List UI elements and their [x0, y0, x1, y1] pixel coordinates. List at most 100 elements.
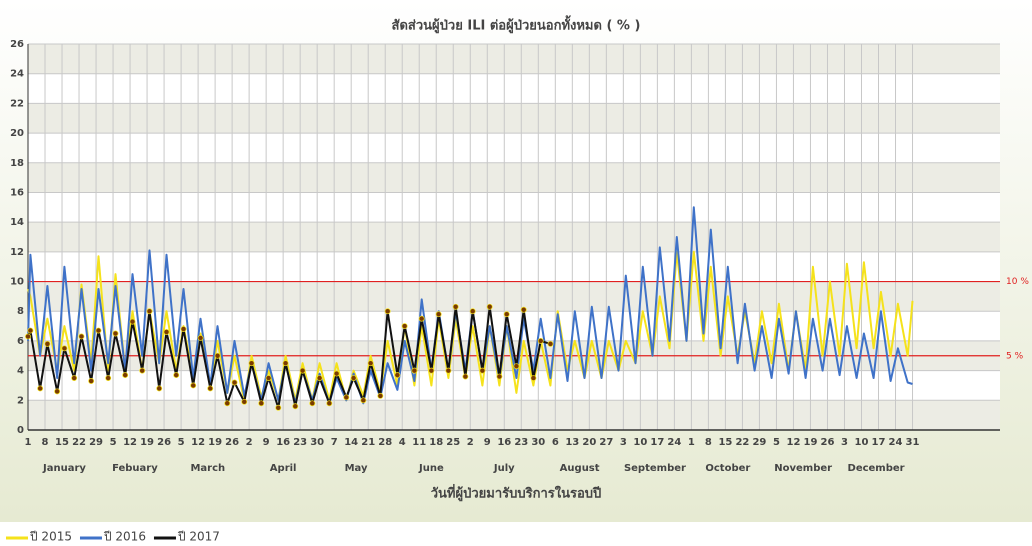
data-marker	[452, 303, 459, 310]
data-marker	[435, 311, 442, 318]
x-tick-label: 3	[620, 437, 627, 448]
x-tick-label: 21	[361, 437, 375, 448]
data-marker	[95, 327, 102, 334]
x-tick-label: 2	[246, 437, 253, 448]
x-tick-label: 23	[514, 437, 528, 448]
data-marker	[469, 308, 476, 315]
x-tick-label: 11	[412, 437, 426, 448]
x-tick-label: 27	[599, 437, 613, 448]
y-tick-label: 0	[17, 425, 24, 436]
x-tick-label: 5	[110, 437, 117, 448]
x-tick-label: 19	[803, 437, 817, 448]
data-marker	[418, 315, 425, 322]
x-tick-label: 5	[178, 437, 185, 448]
data-marker	[122, 372, 129, 379]
data-marker	[343, 394, 350, 401]
x-tick-label: 8	[705, 437, 712, 448]
month-label: March	[190, 463, 225, 474]
data-marker	[513, 363, 520, 370]
data-marker	[163, 329, 170, 335]
data-marker	[503, 311, 510, 318]
data-marker	[54, 388, 61, 395]
data-marker	[258, 400, 265, 407]
x-axis-label: วันที่ผู้ป่วยมารับบริการในรอบปี	[431, 484, 602, 502]
x-tick-label: 30	[531, 437, 545, 448]
x-tick-label: 16	[276, 437, 290, 448]
x-tick-label: 16	[497, 437, 511, 448]
month-label: April	[270, 463, 297, 474]
x-tick-label: 3	[841, 437, 848, 448]
x-tick-label: 9	[263, 437, 270, 448]
month-label: December	[848, 463, 905, 474]
plot-band	[28, 162, 1000, 193]
month-label: August	[560, 463, 600, 474]
data-marker	[275, 404, 282, 411]
x-tick-label: 22	[735, 437, 749, 448]
x-tick-label: 23	[293, 437, 307, 448]
threshold-label: 10 %	[1006, 277, 1029, 287]
chart-title: สัดส่วนผู้ป่วย ILI ต่อผู้ป่วยนอกทั้งหมด …	[392, 15, 641, 34]
y-tick-label: 16	[10, 187, 24, 198]
data-marker	[384, 308, 391, 315]
plot-band	[28, 103, 1000, 134]
data-marker	[156, 385, 163, 392]
data-marker	[105, 375, 112, 381]
data-marker	[248, 360, 255, 367]
x-tick-label: 19	[140, 437, 154, 448]
data-marker	[411, 367, 418, 374]
data-marker	[428, 367, 435, 374]
data-marker	[316, 375, 323, 381]
x-tick-label: 15	[718, 437, 732, 448]
x-tick-label: 24	[889, 437, 903, 448]
x-tick-label: 28	[378, 437, 392, 448]
month-label: June	[418, 463, 444, 474]
x-tick-label: 10	[633, 437, 647, 448]
legend-label: ปี 2016	[103, 530, 146, 544]
data-marker	[207, 385, 214, 392]
data-marker	[394, 372, 401, 379]
data-marker	[333, 370, 340, 377]
data-marker	[88, 378, 95, 384]
x-tick-label: 12	[786, 437, 800, 448]
month-label: July	[493, 463, 515, 474]
data-marker	[71, 375, 78, 381]
data-marker	[520, 306, 527, 313]
x-tick-label: 22	[72, 437, 86, 448]
x-tick-label: 24	[667, 437, 681, 448]
data-marker	[445, 367, 452, 374]
data-marker	[241, 398, 248, 405]
data-marker	[25, 333, 31, 340]
x-tick-label: 14	[344, 437, 358, 448]
y-tick-label: 18	[10, 158, 24, 169]
x-tick-label: 18	[429, 437, 443, 448]
x-tick-label: 31	[906, 437, 920, 448]
data-marker	[265, 375, 272, 381]
data-marker	[214, 352, 221, 359]
data-marker	[462, 373, 469, 380]
month-label: September	[624, 463, 686, 474]
x-tick-label: 1	[25, 437, 32, 448]
x-tick-label: 4	[399, 437, 406, 448]
y-tick-label: 20	[10, 128, 24, 139]
x-tick-label: 12	[191, 437, 205, 448]
y-tick-label: 10	[10, 277, 24, 288]
data-marker	[326, 400, 333, 407]
data-marker	[292, 403, 299, 410]
x-tick-label: 29	[752, 437, 766, 448]
data-marker	[309, 400, 316, 407]
data-marker	[173, 372, 180, 379]
data-marker	[537, 337, 544, 344]
data-marker	[377, 392, 384, 399]
data-marker	[401, 323, 408, 330]
data-marker	[37, 385, 44, 392]
x-tick-label: 8	[42, 437, 49, 448]
x-tick-label: 26	[157, 437, 171, 448]
month-label: Febuary	[112, 463, 158, 474]
x-tick-label: 25	[446, 437, 460, 448]
data-marker	[282, 360, 289, 367]
data-marker	[367, 360, 374, 367]
y-tick-label: 22	[10, 98, 24, 109]
data-marker	[486, 303, 493, 310]
plot-band	[28, 281, 1000, 312]
x-tick-label: 1	[688, 437, 695, 448]
